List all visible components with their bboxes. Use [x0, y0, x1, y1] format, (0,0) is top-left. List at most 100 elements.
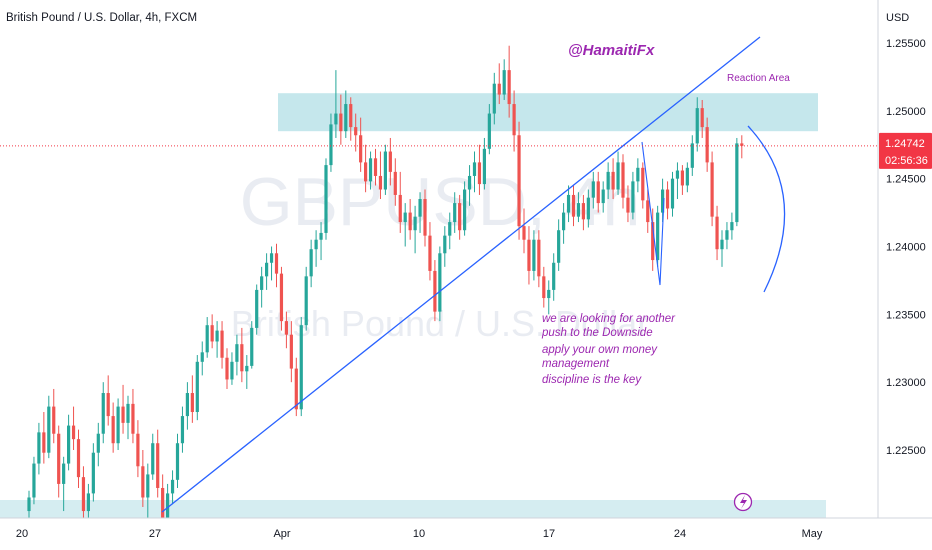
candle[interactable] — [557, 230, 561, 263]
candle[interactable] — [562, 212, 566, 231]
candle[interactable] — [67, 425, 71, 464]
candle[interactable] — [482, 148, 486, 185]
candle[interactable] — [156, 443, 160, 488]
candle[interactable] — [467, 175, 472, 190]
candle[interactable] — [581, 203, 585, 220]
candle[interactable] — [260, 276, 264, 290]
candle[interactable] — [378, 175, 383, 190]
candle[interactable] — [502, 70, 506, 95]
candle[interactable] — [96, 433, 100, 453]
candle[interactable] — [225, 357, 229, 380]
candle[interactable] — [571, 194, 576, 217]
candle[interactable] — [185, 393, 189, 417]
candle[interactable] — [735, 143, 739, 223]
candle[interactable] — [527, 239, 531, 271]
candle[interactable] — [324, 165, 328, 233]
candle[interactable] — [368, 158, 373, 182]
candle[interactable] — [507, 70, 511, 105]
candle[interactable] — [497, 83, 501, 95]
candle[interactable] — [279, 273, 284, 322]
candle[interactable] — [695, 108, 699, 144]
candle[interactable] — [403, 212, 407, 223]
candle[interactable] — [537, 239, 541, 277]
candle[interactable] — [334, 113, 338, 125]
candle[interactable] — [37, 432, 41, 464]
candle[interactable] — [616, 162, 620, 190]
candle[interactable] — [274, 253, 279, 274]
candle[interactable] — [670, 178, 675, 209]
candle[interactable] — [591, 181, 595, 198]
candle[interactable] — [453, 203, 457, 223]
candle[interactable] — [720, 239, 724, 250]
candle[interactable] — [319, 232, 323, 240]
candle[interactable] — [32, 463, 36, 498]
candle[interactable] — [383, 151, 387, 190]
candle[interactable] — [418, 199, 422, 217]
candle[interactable] — [710, 162, 714, 217]
candle[interactable] — [705, 127, 709, 163]
candle[interactable] — [472, 162, 477, 176]
candle[interactable] — [116, 406, 120, 444]
candle[interactable] — [265, 262, 269, 277]
candle[interactable] — [566, 194, 571, 213]
candle[interactable] — [651, 222, 655, 261]
candle[interactable] — [131, 403, 135, 434]
candle[interactable] — [423, 199, 427, 236]
candle[interactable] — [111, 416, 115, 444]
candle[interactable] — [230, 361, 234, 380]
candle[interactable] — [235, 344, 239, 362]
candle[interactable] — [329, 124, 333, 166]
candle[interactable] — [151, 443, 155, 475]
candle[interactable] — [200, 352, 204, 362]
candle[interactable] — [675, 170, 680, 179]
candle[interactable] — [596, 181, 600, 204]
candle[interactable] — [715, 216, 719, 250]
candle[interactable] — [443, 235, 447, 254]
candle[interactable] — [289, 334, 293, 369]
candle[interactable] — [393, 171, 397, 195]
candle[interactable] — [606, 171, 610, 190]
candle[interactable] — [388, 151, 392, 172]
candle[interactable] — [552, 262, 556, 290]
candle[interactable] — [57, 433, 61, 484]
candle[interactable] — [245, 365, 249, 372]
candle[interactable] — [205, 325, 209, 353]
candle[interactable] — [299, 325, 303, 410]
candle[interactable] — [175, 443, 180, 480]
candle[interactable] — [215, 330, 219, 342]
candle[interactable] — [458, 203, 462, 231]
candle[interactable] — [210, 325, 214, 342]
candle[interactable] — [161, 487, 165, 524]
candle[interactable] — [413, 216, 417, 231]
candle[interactable] — [631, 181, 635, 213]
candle[interactable] — [477, 162, 482, 185]
candle[interactable] — [141, 466, 145, 498]
candle[interactable] — [438, 253, 442, 312]
candle[interactable] — [517, 135, 521, 227]
candle[interactable] — [690, 143, 694, 168]
candle[interactable] — [428, 235, 432, 271]
candle[interactable] — [180, 416, 185, 444]
price-axis[interactable] — [878, 0, 932, 518]
candle[interactable] — [700, 108, 704, 128]
candle[interactable] — [492, 83, 496, 114]
candle[interactable] — [408, 212, 412, 231]
candle[interactable] — [71, 425, 76, 440]
candle[interactable] — [512, 104, 516, 136]
candle[interactable] — [626, 197, 630, 213]
candle[interactable] — [76, 439, 81, 478]
candle[interactable] — [725, 230, 729, 240]
candle[interactable] — [661, 189, 665, 213]
lightning-icon[interactable] — [733, 492, 753, 512]
candle[interactable] — [81, 477, 86, 512]
candle[interactable] — [646, 200, 650, 223]
candle[interactable] — [339, 113, 343, 132]
candle[interactable] — [586, 197, 590, 220]
candle[interactable] — [636, 167, 640, 182]
candle[interactable] — [344, 104, 348, 132]
candle[interactable] — [740, 143, 744, 146]
candle[interactable] — [349, 104, 353, 128]
candle[interactable] — [730, 222, 734, 231]
candle[interactable] — [170, 479, 175, 494]
time-axis[interactable] — [0, 518, 932, 550]
